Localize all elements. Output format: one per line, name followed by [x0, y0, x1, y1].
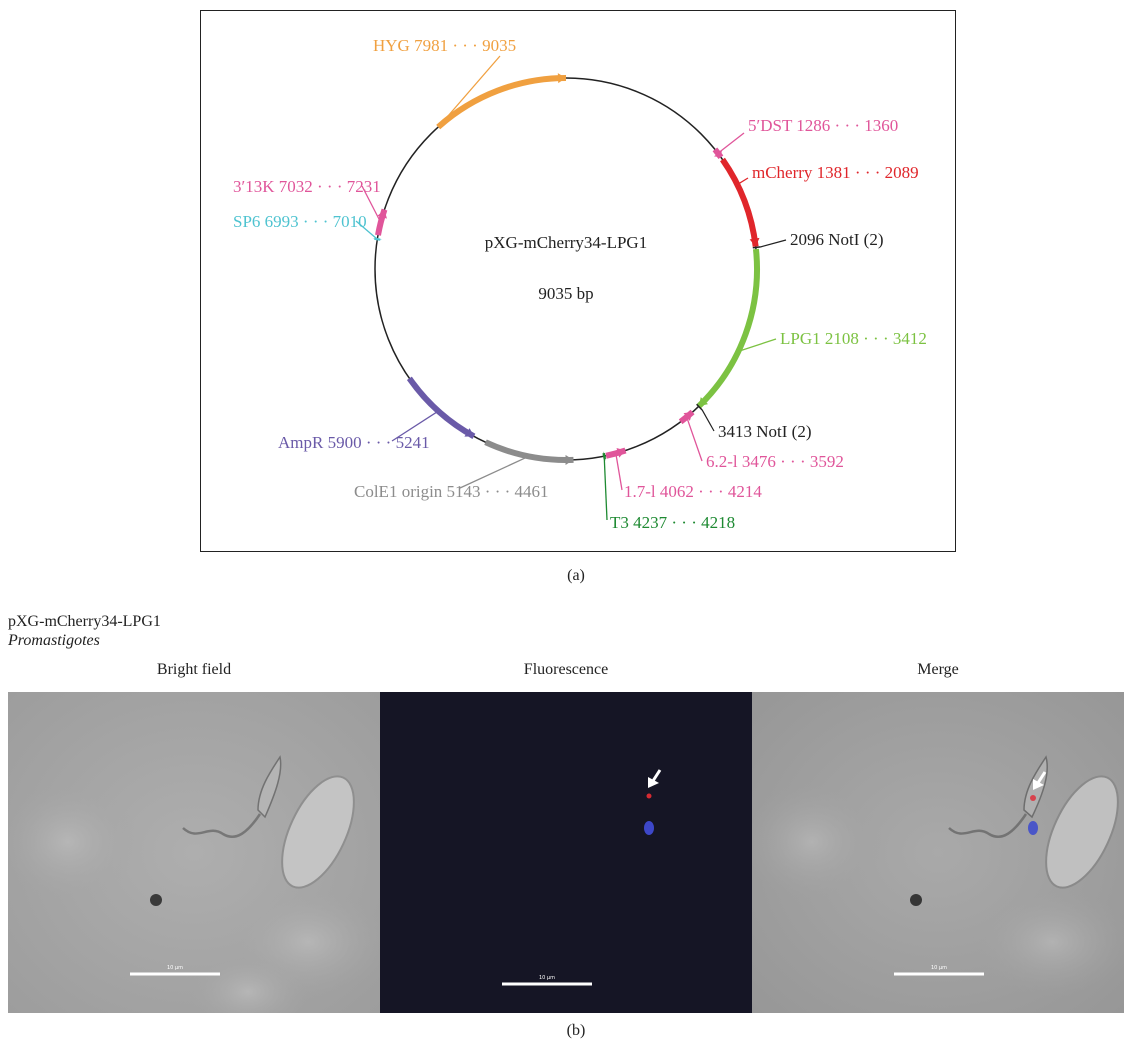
- notI-a-label: 2096 NotI (2): [790, 230, 883, 249]
- t3-leader-line: [603, 456, 608, 521]
- mcherry-label: mCherry 1381 · · · 2089: [752, 163, 919, 182]
- mcherry-feature-arc: [720, 157, 759, 247]
- lpg1-leader-line: [738, 338, 777, 352]
- cole1-arrowhead: [565, 454, 574, 465]
- scale-bar-label: 10 μm: [539, 975, 555, 981]
- lpg1-label: LPG1 2108 · · · 3412: [780, 329, 927, 348]
- fluorescence-title: Fluorescence: [523, 661, 609, 678]
- notI-a-tick: [752, 246, 761, 249]
- l17-leader-line: [615, 453, 623, 491]
- plasmid-map: pXG-mCherry34-LPG1 9035 bp HYG 7981 · · · …: [233, 36, 927, 532]
- fluorescence-image: 10 μm: [380, 692, 752, 1013]
- lpg1-feature-arc: [696, 248, 760, 409]
- l62-label: 6.2-l 3476 · · · 3592: [706, 452, 844, 471]
- merge-title: Merge: [917, 661, 959, 678]
- notI-b-leader-line: [701, 409, 715, 432]
- k13-leader-line: [361, 185, 382, 223]
- bright-field-image: 10 μm: [8, 692, 380, 1013]
- hyg-arrowhead: [557, 73, 566, 84]
- dst5-label: 5′DST 1286 · · · 1360: [748, 116, 898, 135]
- particle: [910, 894, 922, 906]
- construct-name: pXG-mCherry34-LPG1: [8, 613, 161, 630]
- nucleus-signal: [1028, 821, 1038, 835]
- plasmid-name: pXG-mCherry34-LPG1: [485, 233, 647, 252]
- bright-field-title: Bright field: [156, 661, 232, 678]
- hyg-feature-arc: [436, 75, 567, 130]
- scale-bar-label: 10 μm: [167, 965, 183, 971]
- l62-leader-line: [686, 416, 703, 462]
- lpg1-arrowhead: [698, 397, 709, 407]
- cole1-feature-arc: [484, 439, 574, 463]
- mcherry-leader-line: [736, 177, 749, 186]
- cole1-leader-line: [459, 455, 529, 489]
- ampr-arrowhead: [464, 428, 474, 437]
- l17-label: 1.7-l 4062 · · · 4214: [624, 482, 762, 501]
- ampr-label: AmpR 5900 · · · 5241: [278, 433, 430, 452]
- notI-b-label: 3413 NotI (2): [718, 422, 811, 441]
- sp6-leader-line: [355, 220, 378, 240]
- particle: [150, 894, 162, 906]
- l17-arrowhead: [616, 448, 626, 458]
- t3-label: T3 4237 · · · 4218: [610, 513, 735, 532]
- microscopy-title: pXG-mCherry34-LPG1 Promastigotes: [8, 612, 161, 650]
- hyg-label: HYG 7981 · · · 9035: [373, 36, 516, 55]
- panel-b-caption: (b): [566, 1022, 586, 1039]
- plasmid-map-frame: [200, 10, 956, 552]
- mcherry-arrowhead: [749, 237, 760, 247]
- plasmid-size: 9035 bp: [538, 284, 593, 303]
- arrow-icon: [648, 777, 659, 788]
- scale-bar-label: 10 μm: [931, 965, 947, 971]
- ampr-feature-arc: [406, 376, 476, 439]
- l62-arrowhead: [683, 412, 693, 421]
- notI-b-tick: [696, 403, 703, 411]
- stage-name: Promastigotes: [8, 632, 100, 649]
- merge-image: 10 μm: [752, 692, 1124, 1013]
- panel-a-caption: (a): [567, 567, 585, 584]
- dst5-leader-line: [717, 132, 745, 154]
- cole1-label: ColE1 origin 5143 · · · 4461: [354, 482, 549, 501]
- k13-arrowhead: [377, 209, 387, 219]
- notI-a-leader-line: [760, 239, 787, 248]
- ampr-leader-line: [391, 410, 439, 442]
- mcherry-signal: [1030, 795, 1036, 801]
- nucleus-signal: [644, 821, 654, 835]
- sp6-label: SP6 6993 · · · 7010: [233, 212, 367, 231]
- hyg-leader-line: [438, 55, 501, 127]
- mcherry-signal: [646, 793, 652, 799]
- arrow-icon: [1033, 779, 1044, 790]
- k13-label: 3′13K 7032 · · · 7231: [233, 177, 381, 196]
